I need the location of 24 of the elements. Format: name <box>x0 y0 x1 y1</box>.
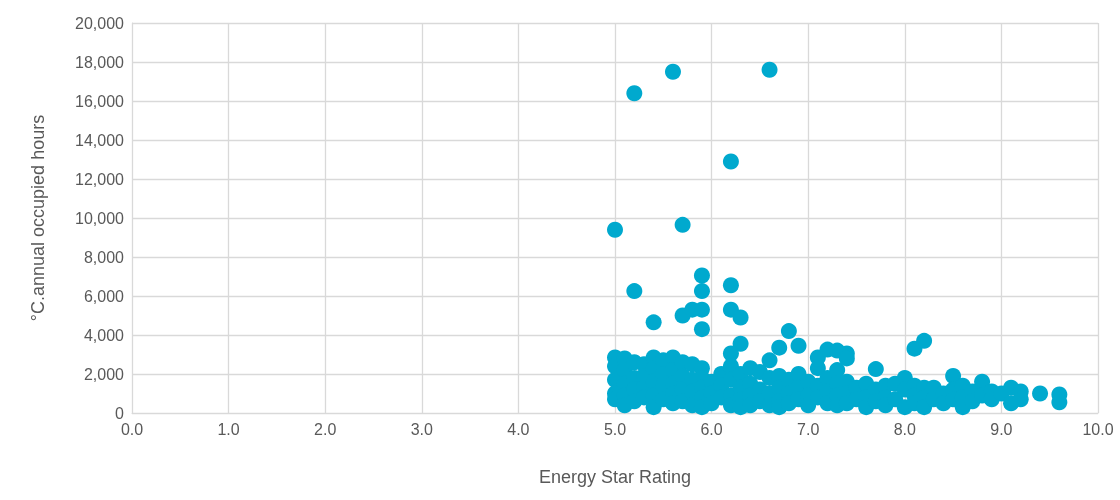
y-tick-label: 16,000 <box>75 92 125 110</box>
x-tick-label: 6.0 <box>700 420 723 438</box>
y-tick-label: 4,000 <box>83 326 125 344</box>
x-tick-label: 10.0 <box>1082 420 1114 438</box>
y-tick-label: 6,000 <box>83 287 125 305</box>
y-tick-label: 20,000 <box>75 14 125 32</box>
x-tick-label: 4.0 <box>507 420 530 438</box>
x-tick-label: 1.0 <box>217 420 240 438</box>
y-tick-label: 18,000 <box>75 53 125 71</box>
x-tick-label: 5.0 <box>603 420 627 438</box>
x-tick-label: 8.0 <box>893 420 917 438</box>
y-tick-label: 0 <box>115 404 125 422</box>
x-tick-label: 7.0 <box>797 420 820 438</box>
y-tick-label: 10,000 <box>75 209 125 227</box>
x-axis-title: Energy Star Rating <box>538 467 692 487</box>
x-tick-label: 9.0 <box>990 420 1013 438</box>
x-tick-label: 0.0 <box>120 420 144 438</box>
y-tick-label: 12,000 <box>75 170 125 188</box>
y-tick-label: 2,000 <box>83 365 125 383</box>
y-tick-label: 8,000 <box>83 248 125 266</box>
y-tick-label: 14,000 <box>75 131 125 149</box>
y-axis-title: °C.annual occupied hours <box>28 114 48 322</box>
x-tick-label: 3.0 <box>410 420 434 438</box>
x-tick-label: 2.0 <box>314 420 337 438</box>
